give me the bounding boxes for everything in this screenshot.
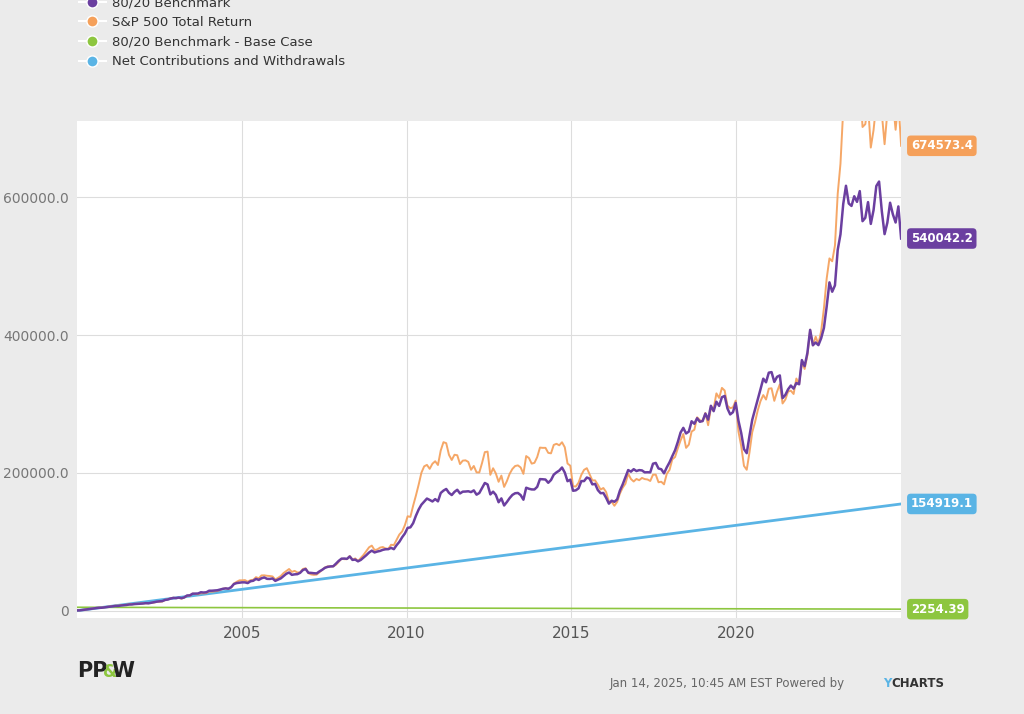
Text: CHARTS: CHARTS bbox=[891, 677, 944, 690]
Text: 540042.2: 540042.2 bbox=[910, 232, 973, 245]
Text: 674573.4: 674573.4 bbox=[910, 139, 973, 152]
Text: Y: Y bbox=[883, 677, 891, 690]
Text: &: & bbox=[103, 663, 118, 681]
Text: PP: PP bbox=[77, 661, 108, 681]
Text: Jan 14, 2025, 10:45 AM EST Powered by: Jan 14, 2025, 10:45 AM EST Powered by bbox=[609, 677, 848, 690]
Text: W: W bbox=[112, 661, 134, 681]
Text: 2254.39: 2254.39 bbox=[910, 603, 965, 615]
Text: 154919.1: 154919.1 bbox=[910, 498, 973, 511]
Legend: 80/20 Benchmark, S&P 500 Total Return, 80/20 Benchmark - Base Case, Net Contribu: 80/20 Benchmark, S&P 500 Total Return, 8… bbox=[79, 0, 345, 69]
